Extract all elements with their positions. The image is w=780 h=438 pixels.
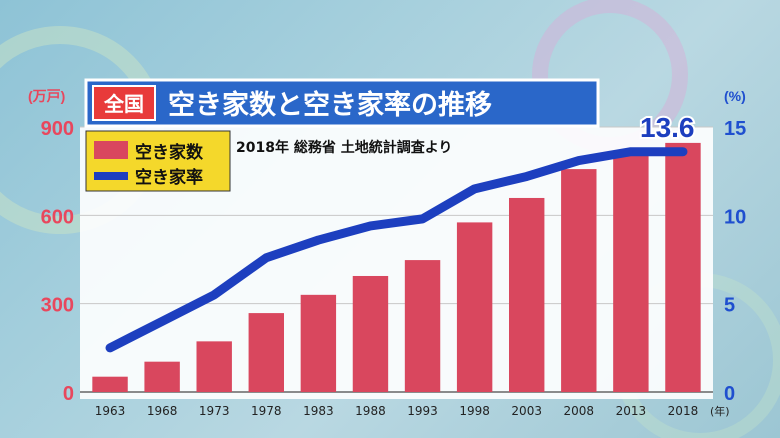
legend-bar-swatch <box>94 141 128 159</box>
rate-line <box>105 147 688 353</box>
rate-point-2013 <box>628 149 633 154</box>
x-tick-label: 1988 <box>355 404 386 418</box>
x-tick-label: 1963 <box>95 404 126 418</box>
right-tick-label: 10 <box>724 206 746 228</box>
right-tick-label: 15 <box>724 118 746 140</box>
bar-1963 <box>92 376 128 392</box>
x-tick-label: 1983 <box>303 404 334 418</box>
bar-2003 <box>509 197 545 392</box>
bar-1988 <box>352 275 389 392</box>
rate-point-1993 <box>420 216 425 221</box>
x-tick-label: 1993 <box>407 404 438 418</box>
bar-2013 <box>613 150 649 392</box>
bar-1983 <box>300 294 337 392</box>
bar-2008 <box>561 169 597 392</box>
x-tick-label: 2018 <box>668 404 699 418</box>
left-tick-label: 0 <box>63 383 74 405</box>
x-tick-label: 1973 <box>199 404 230 418</box>
title-bar: 全国 空き家数と空き家率の推移 <box>84 78 600 128</box>
source-note: 2018年 総務省 土地統計調査より <box>236 139 452 156</box>
title-tag-background <box>92 85 156 121</box>
x-tick-label: 2003 <box>511 404 542 418</box>
highlight-label: 13.6 <box>640 112 695 143</box>
rate-line-path <box>105 147 688 353</box>
rate-point-1973 <box>212 292 217 297</box>
left-tick-label: 300 <box>41 295 74 317</box>
left-axis: (万戸) 0 300 600 900 <box>28 88 74 405</box>
left-tick-label: 900 <box>41 118 74 140</box>
rate-point-1998 <box>472 186 477 191</box>
x-tick-label: 1978 <box>251 404 282 418</box>
rate-point-2018 <box>680 149 685 154</box>
legend-bar-label: 空き家数 <box>135 142 204 163</box>
bar-1968 <box>144 361 180 392</box>
bar-1978 <box>248 313 284 392</box>
rate-point-1988 <box>368 223 373 228</box>
rate-point-1978 <box>264 255 269 260</box>
right-axis-unit: (%) <box>724 88 746 104</box>
left-tick-label: 600 <box>41 206 74 228</box>
title-tag: 全国 <box>103 92 144 116</box>
left-axis-unit: (万戸) <box>28 88 65 104</box>
x-axis-unit: (年) <box>710 404 730 418</box>
x-tick-label: 2008 <box>564 404 595 418</box>
right-axis: (%) 0 5 10 15 <box>724 88 746 405</box>
rate-point-1983 <box>316 238 321 243</box>
right-tick-label: 5 <box>724 295 735 317</box>
bar-1998 <box>456 222 493 392</box>
legend-line-swatch <box>94 172 128 180</box>
bars <box>92 142 701 392</box>
x-axis: (年) 1963 1968 1973 1978 1983 1988 1993 1998 2003… <box>95 404 730 418</box>
bar-1973 <box>196 341 232 392</box>
legend-line-label: 空き家率 <box>135 167 203 188</box>
right-tick-label: 0 <box>724 383 735 405</box>
legend: 空き家数 空き家率 <box>85 130 231 192</box>
rate-point-2008 <box>576 158 581 163</box>
rate-point-2003 <box>524 174 529 179</box>
title-background <box>84 78 600 128</box>
x-tick-label: 1968 <box>147 404 178 418</box>
rate-point-1968 <box>160 319 165 324</box>
chart-title: 空き家数と空き家率の推移 <box>168 89 492 121</box>
bar-2018 <box>665 142 701 392</box>
x-tick-label: 2013 <box>616 404 647 418</box>
rate-point-1963 <box>108 345 113 350</box>
x-tick-label: 1998 <box>459 404 490 418</box>
bar-1993 <box>404 260 441 392</box>
